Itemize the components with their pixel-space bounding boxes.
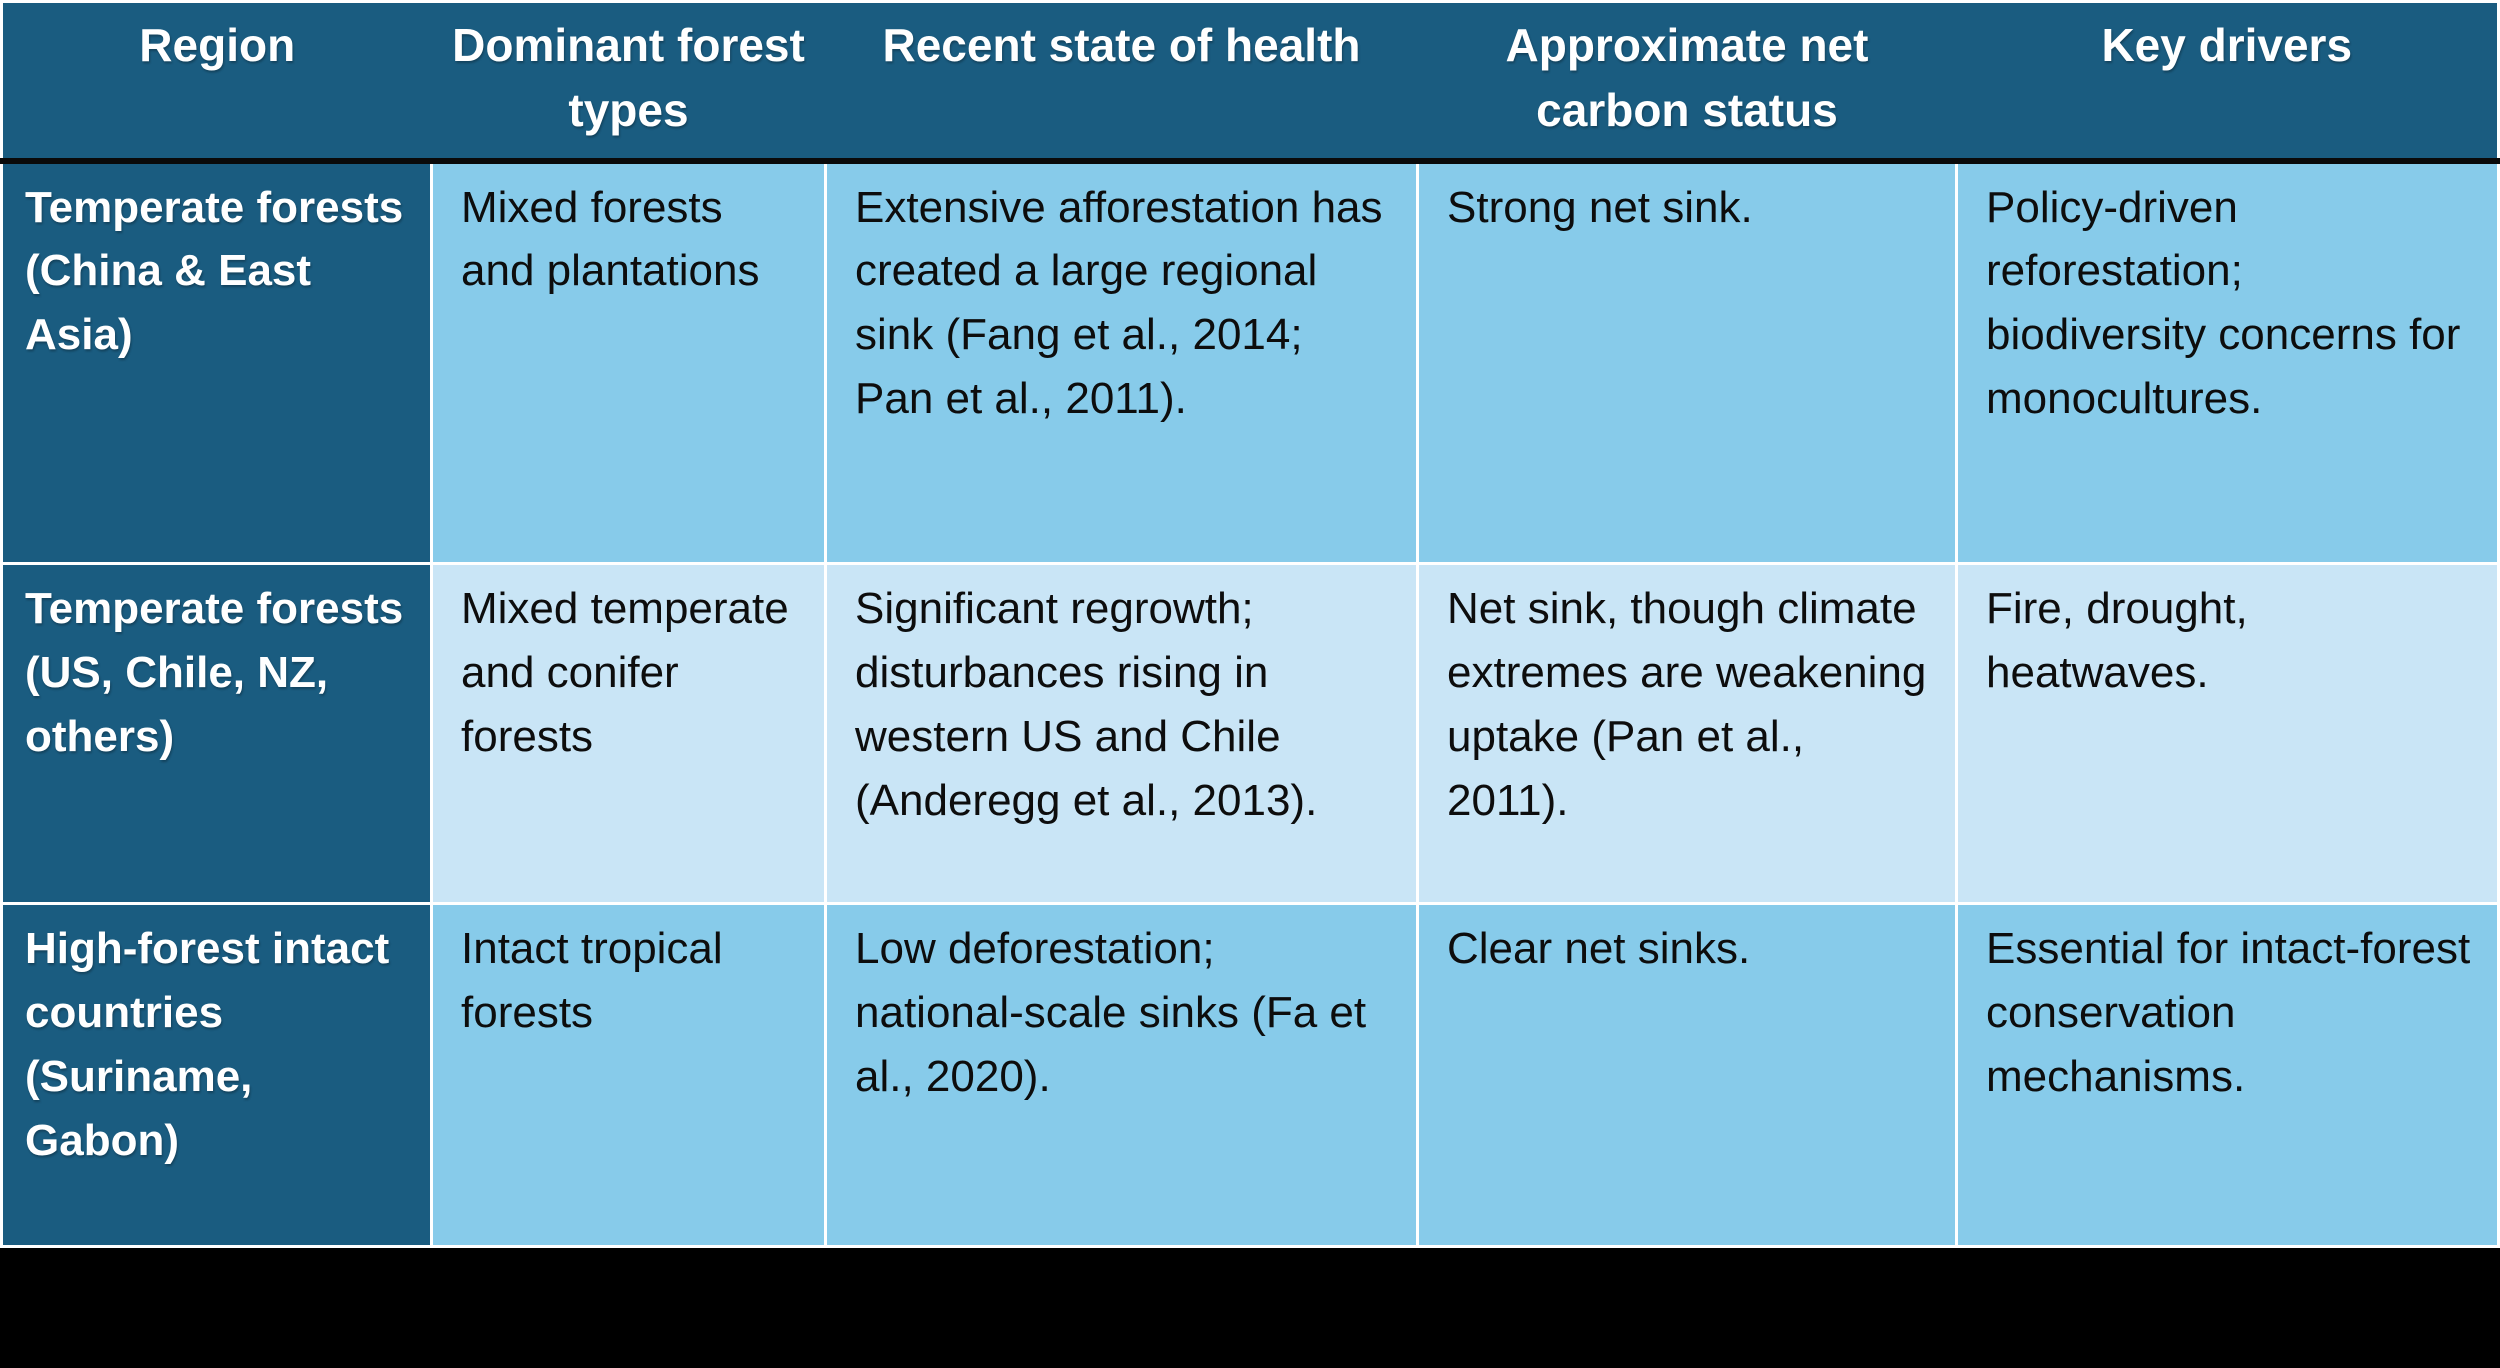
table-row: Temperate forests (China & East Asia) Mi… — [0, 159, 2500, 566]
net-carbon-status-cell: Clear net sinks. — [1416, 902, 1958, 1249]
recent-state-of-health-cell: Low deforestation; national-scale sinks … — [824, 902, 1419, 1249]
region-cell: High-forest intact countries (Suriname, … — [0, 902, 433, 1249]
region-cell: Temperate forests (China & East Asia) — [0, 159, 433, 566]
header-cell-region: Region — [1, 1, 432, 164]
recent-state-of-health-cell: Significant regrowth; disturbances risin… — [824, 562, 1419, 906]
table-row: Temperate forests (US, Chile, NZ, others… — [0, 562, 2500, 906]
key-drivers-cell: Essential for intact-forest conservation… — [1955, 902, 2500, 1249]
header-cell-net-carbon-status: Approximate net carbon status — [1417, 1, 1957, 164]
header-cell-dominant-forest-types: Dominant forest types — [431, 1, 826, 164]
table-row: High-forest intact countries (Suriname, … — [0, 902, 2500, 1249]
net-carbon-status-cell: Net sink, though climate extremes are we… — [1416, 562, 1958, 906]
table-header-row: Region Dominant forest types Recent stat… — [1, 1, 2499, 164]
forest-regions-table: Region Dominant forest types Recent stat… — [0, 0, 2500, 1249]
key-drivers-cell: Policy-driven reforestation; biodiversit… — [1955, 159, 2500, 566]
recent-state-of-health-cell: Extensive afforestation has created a la… — [824, 159, 1419, 566]
dominant-forest-types-cell: Mixed forests and plantations — [430, 159, 827, 566]
header-cell-recent-state-of-health: Recent state of health — [825, 1, 1418, 164]
key-drivers-cell: Fire, drought, heatwaves. — [1955, 562, 2500, 906]
header-cell-key-drivers: Key drivers — [1956, 1, 2499, 164]
region-cell: Temperate forests (US, Chile, NZ, others… — [0, 562, 433, 906]
dominant-forest-types-cell: Mixed temperate and conifer forests — [430, 562, 827, 906]
dominant-forest-types-cell: Intact tropical forests — [430, 902, 827, 1249]
net-carbon-status-cell: Strong net sink. — [1416, 159, 1958, 566]
